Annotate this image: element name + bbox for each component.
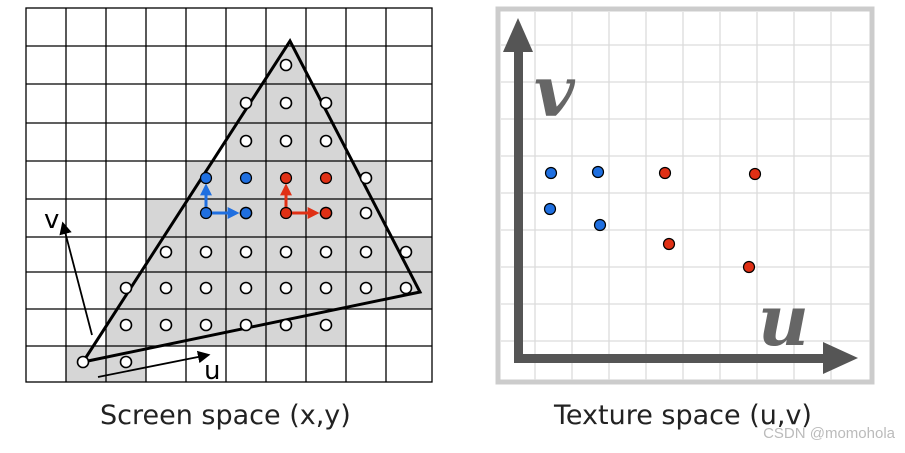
texture-u-arrowhead	[823, 342, 858, 374]
screen-space-panel: v u	[25, 7, 433, 386]
texture-space-caption: Texture space (u,v)	[554, 400, 812, 431]
pixel-grid	[25, 7, 433, 383]
texture-blue-points	[543, 165, 607, 232]
watermark: CSDN @momohola	[763, 425, 895, 442]
texture-v-arrowhead	[503, 18, 533, 52]
texture-frame	[495, 6, 875, 385]
screen-axis-u-label: u	[204, 356, 220, 386]
screen-space-caption: Screen space (x,y)	[100, 400, 351, 431]
blue-sample-quad	[199, 171, 253, 220]
red-sample-quad	[279, 171, 333, 220]
screen-axis-v-label: v	[44, 205, 59, 235]
texture-red-points	[658, 166, 762, 274]
screen-u-arrow	[97, 350, 211, 378]
texture-axes	[503, 18, 858, 374]
texture-axis-u-label: u	[758, 279, 809, 362]
screen-v-arrow	[59, 221, 93, 336]
texture-u-axis	[514, 354, 826, 363]
texture-axis-v-label: v	[534, 50, 576, 133]
texture-space-panel: v u	[495, 6, 875, 385]
covered-cell	[106, 272, 432, 309]
texture-grid	[501, 12, 870, 380]
texture-v-axis	[514, 44, 523, 363]
